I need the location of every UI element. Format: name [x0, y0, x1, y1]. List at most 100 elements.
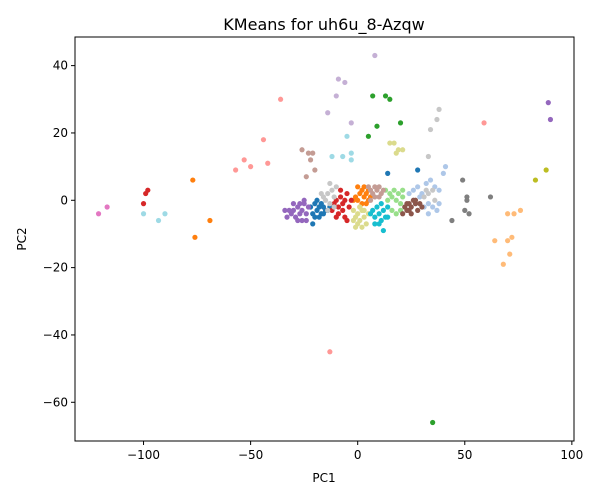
scatter-point	[361, 184, 367, 190]
scatter-point	[355, 184, 361, 190]
x-tick-label: −50	[238, 448, 263, 462]
scatter-point	[387, 140, 393, 146]
scatter-point	[233, 167, 239, 173]
scatter-point	[367, 211, 374, 217]
scatter-point	[421, 194, 427, 200]
scatter-point	[505, 238, 511, 244]
scatter-point	[460, 177, 466, 183]
scatter-point	[376, 184, 382, 190]
scatter-point	[299, 207, 305, 213]
scatter-point	[337, 194, 344, 200]
scatter-point	[374, 123, 380, 129]
scatter-point	[357, 204, 363, 210]
scatter-point	[391, 187, 397, 193]
scatter-point	[327, 349, 333, 355]
scatter-point	[404, 207, 410, 213]
scatter-point	[436, 201, 442, 207]
plot-frame	[74, 36, 575, 442]
scatter-point	[346, 204, 352, 210]
y-tick-label: −40	[43, 328, 68, 342]
scatter-point	[425, 153, 431, 160]
scatter-point	[423, 180, 429, 187]
scatter-point	[333, 184, 339, 190]
scatter-point	[318, 190, 324, 197]
scatter-point	[370, 93, 376, 99]
scatter-point	[385, 170, 391, 176]
scatter-point	[361, 214, 367, 220]
scatter-point	[312, 214, 318, 220]
scatter-point	[389, 194, 395, 200]
scatter-point	[301, 197, 307, 203]
scatter-point	[355, 211, 361, 217]
scatter-point	[400, 194, 406, 200]
scatter-point	[430, 419, 436, 426]
scatter-point	[327, 180, 333, 187]
scatter-point	[387, 96, 393, 102]
scatter-point	[312, 167, 318, 173]
scatter-point	[385, 204, 391, 210]
scatter-point	[241, 157, 247, 163]
scatter-point	[406, 201, 412, 207]
scatter-point	[207, 217, 213, 224]
scatter-point	[344, 190, 350, 197]
scatter-point	[389, 207, 395, 213]
scatter-point	[363, 221, 369, 227]
scatter-point	[500, 261, 506, 267]
scatter-point	[511, 211, 517, 217]
scatter-point	[400, 211, 406, 217]
scatter-point	[372, 221, 378, 227]
scatter-point	[340, 207, 346, 213]
scatter-point	[380, 227, 386, 234]
scatter-point	[372, 52, 378, 59]
scatter-point	[397, 120, 404, 126]
scatter-point	[140, 211, 147, 217]
points-layer	[95, 52, 554, 426]
scatter-point	[320, 211, 327, 217]
scatter-point	[290, 201, 297, 207]
scatter-point	[400, 147, 406, 153]
scatter-point	[265, 160, 271, 166]
scatter-point	[282, 207, 288, 213]
scatter-point	[363, 201, 369, 207]
scatter-point	[310, 150, 316, 156]
scatter-point	[297, 201, 303, 207]
scatter-point	[425, 190, 431, 197]
scatter-point	[260, 137, 267, 143]
scatter-point	[430, 187, 436, 193]
scatter-point	[487, 194, 494, 200]
scatter-point	[507, 251, 513, 257]
x-axis-ticks: −100 −50 0 50 100	[127, 441, 583, 462]
y-tick-label: 0	[60, 193, 68, 207]
scatter-point	[333, 93, 339, 99]
scatter-point	[348, 120, 354, 126]
scatter-point	[303, 217, 309, 224]
scatter-point	[440, 170, 446, 176]
scatter-point	[329, 153, 335, 160]
scatter-point	[419, 204, 425, 210]
scatter-point	[348, 197, 354, 203]
scatter-point	[284, 214, 290, 220]
scatter-point	[449, 217, 455, 224]
chart-title: KMeans for uh6u_8-Azqw	[223, 15, 424, 35]
scatter-point	[382, 93, 389, 99]
scatter-point	[305, 204, 312, 210]
scatter-point	[436, 187, 442, 193]
scatter-point	[286, 207, 292, 213]
x-tick-label: 0	[354, 448, 362, 462]
scatter-point	[434, 207, 440, 213]
scatter-point	[372, 194, 378, 200]
scatter-point	[427, 126, 434, 133]
scatter-point	[545, 100, 551, 106]
scatter-point	[410, 187, 416, 193]
scatter-point	[400, 187, 406, 193]
scatter-point	[316, 214, 322, 220]
x-axis-label: PC1	[312, 471, 335, 485]
x-tick-label: 50	[457, 448, 472, 462]
scatter-point	[350, 217, 357, 224]
scatter-point	[335, 76, 342, 82]
scatter-point	[335, 204, 342, 210]
scatter-point	[318, 201, 324, 207]
scatter-point	[310, 221, 316, 227]
scatter-point	[408, 211, 414, 217]
